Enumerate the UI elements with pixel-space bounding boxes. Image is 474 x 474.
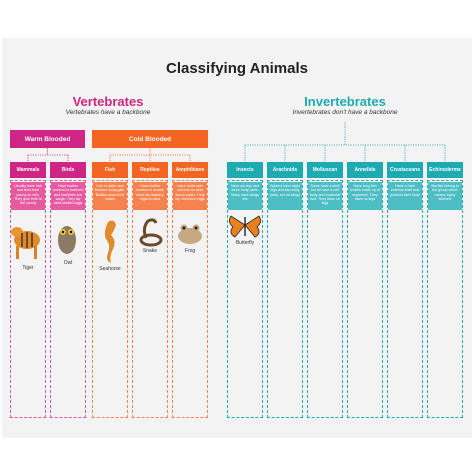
column-frame <box>50 180 86 418</box>
class-header: Molluscan <box>307 162 343 178</box>
column-frame <box>427 180 463 418</box>
group-header: Warm Blooded <box>10 130 85 148</box>
column-frame <box>387 180 423 418</box>
vertebrates-subtitle: Vertebrates have a backbone <box>65 109 151 116</box>
class-header: Arachnids <box>267 162 303 178</box>
column-frame <box>347 180 383 418</box>
class-description: Starfish belong to the group which means… <box>428 182 462 210</box>
class-header: Reptiles <box>132 162 168 178</box>
invertebrates-subtitle: Invertebrates don't have a backbone <box>292 109 398 116</box>
column-frame <box>92 180 128 418</box>
column-frame <box>307 180 343 418</box>
column-frame <box>132 180 168 418</box>
animal-label: Snake <box>142 248 158 254</box>
animal-label: Frog <box>184 248 196 254</box>
column-frame <box>227 180 263 418</box>
panel <box>2 38 472 438</box>
class-header: Crustaceans <box>387 162 423 178</box>
class-description: Usually have hair and feed their young o… <box>11 182 45 210</box>
tiger-picture <box>11 227 40 259</box>
column-frame <box>10 180 46 418</box>
class-description: Have long thin bodies made up of segment… <box>348 182 382 210</box>
seahorse-picture <box>104 220 116 263</box>
class-header: Insects <box>227 162 263 178</box>
vertebrates-heading: Vertebrates <box>72 94 144 109</box>
group-header: Cold Blooded <box>92 130 208 148</box>
class-description: Have a hard external shell that protects… <box>388 182 422 210</box>
class-description: Have bodies covered in feathers and fore… <box>51 182 85 210</box>
class-description: Have six legs and three body parts. Many… <box>228 182 262 210</box>
column-frame <box>172 180 208 418</box>
class-description: Have moist skin and live on land and in … <box>173 182 207 210</box>
class-header: Annelids <box>347 162 383 178</box>
column-frame <box>267 180 303 418</box>
owl-picture <box>58 226 76 254</box>
class-header: Birds <box>50 162 86 178</box>
butterfly-picture <box>229 215 261 238</box>
title: Classifying Animals <box>166 60 308 77</box>
class-header: Fish <box>92 162 128 178</box>
snake-picture <box>139 218 163 247</box>
frog-picture <box>178 224 202 244</box>
class-header: Mammals <box>10 162 46 178</box>
class-description: Some have a shell but all have a soft bo… <box>308 182 342 210</box>
class-description: Have bodies covered in scales. Most lay … <box>133 182 167 210</box>
animal-label: Owl <box>63 260 73 266</box>
class-header: Amphibians <box>172 162 208 178</box>
invertebrates-heading: Invertebrates <box>304 94 386 109</box>
class-header: Echinoderms <box>427 162 463 178</box>
animal-label: Butterfly <box>235 240 255 246</box>
animal-label: Tiger <box>22 265 34 271</box>
animal-label: Seahorse <box>99 266 121 272</box>
class-description: Live in water and breathe using gills. B… <box>93 182 127 210</box>
class-description: Spiders have eight legs and two body par… <box>268 182 302 210</box>
